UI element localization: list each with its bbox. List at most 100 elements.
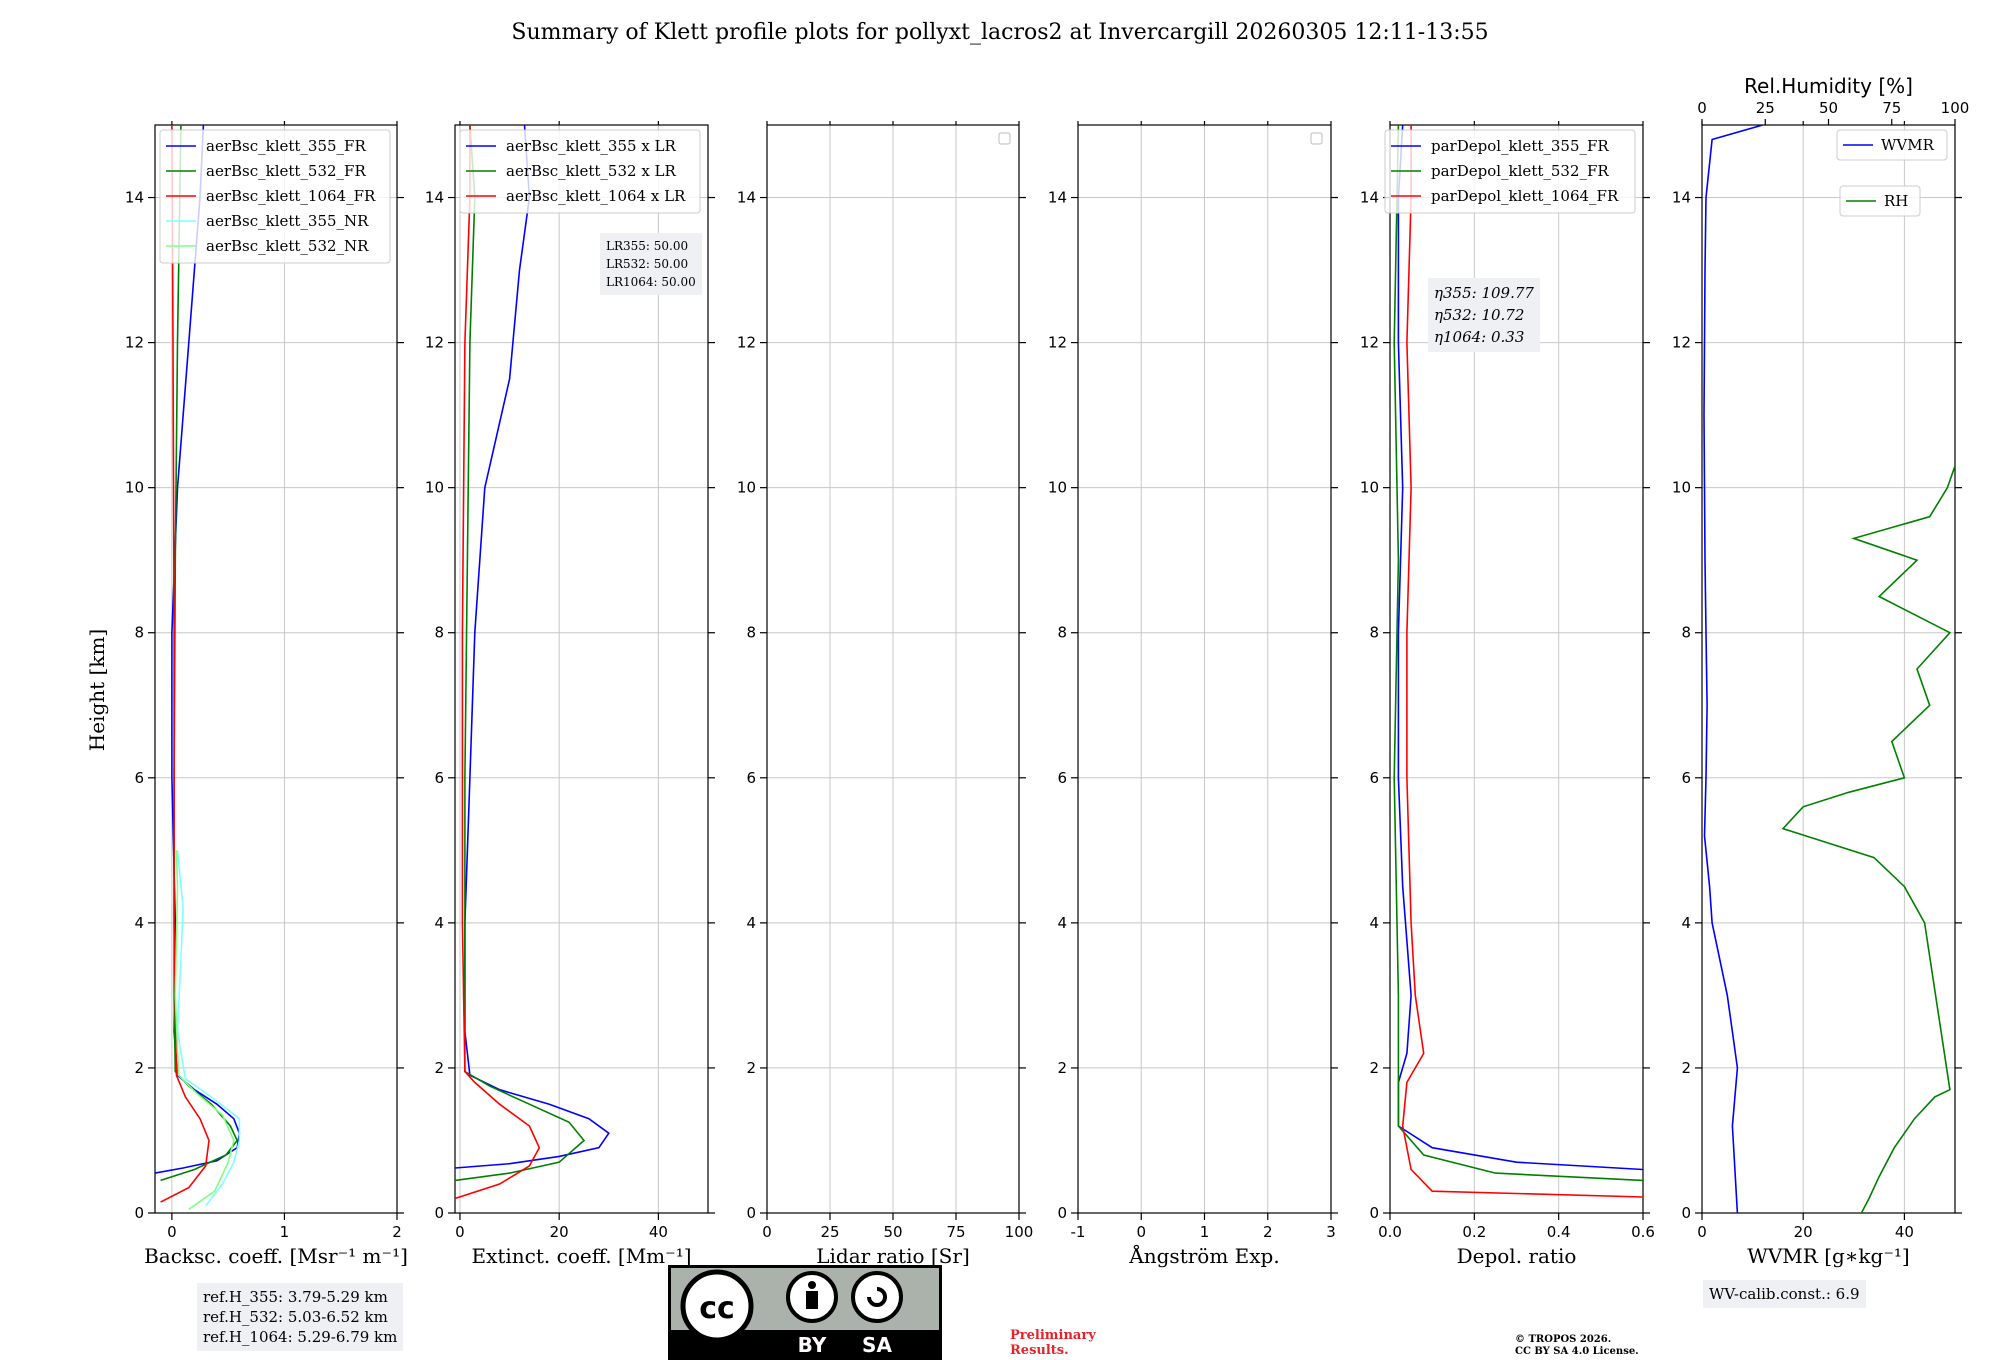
series-line-aerBsc_klett_1064_FR (160, 125, 210, 1203)
y-tick-label: 2 (134, 1059, 144, 1077)
x-tick-label: 0 (762, 1223, 772, 1241)
x-tick-label: 1 (280, 1223, 290, 1241)
copyright-line-1: © TROPOS 2026. (1515, 1334, 1612, 1345)
eta-355: η355: 109.77 (1434, 284, 1534, 302)
top-x-axis-label: Rel.Humidity [%] (1744, 74, 1913, 98)
y-tick-label: 12 (1360, 334, 1379, 352)
x-axis-label: Backsc. coeff. [Msr⁻¹ m⁻¹] (144, 1244, 408, 1268)
series-line-parDepol_klett_355_FR (1397, 125, 1643, 1171)
y-tick-label: 0 (134, 1204, 144, 1222)
wv-calib-box: WV-calib.const.: 6.9 (1703, 1280, 1866, 1308)
y-tick-label: 12 (1048, 334, 1067, 352)
x-axis-label: Lidar ratio [Sr] (816, 1244, 970, 1268)
x-tick-label: 100 (1005, 1223, 1034, 1241)
y-tick-label: 8 (1057, 624, 1067, 642)
series-line-parDepol_klett_532_FR (1393, 125, 1643, 1182)
y-tick-label: 2 (434, 1059, 444, 1077)
y-tick-label: 6 (1369, 769, 1379, 787)
y-tick-label: 0 (746, 1204, 756, 1222)
series-line-aerBsc_klett_355_FR (155, 125, 241, 1174)
y-tick-label: 10 (425, 479, 444, 497)
sa-label: SA (862, 1333, 892, 1357)
y-tick-label: 12 (1672, 334, 1691, 352)
y-tick-label: 4 (1057, 914, 1067, 932)
y-tick-label: 10 (1360, 479, 1379, 497)
empty-legend-marker (998, 132, 1011, 145)
y-tick-label: 4 (746, 914, 756, 932)
y-tick-label: 2 (1057, 1059, 1067, 1077)
y-tick-label: 6 (434, 769, 444, 787)
y-tick-label: 14 (125, 189, 144, 207)
panel-lr: 0 2 4 6 8 10 12 14 0 25 50 75 100 Lidar ratio [Sr] (737, 121, 1033, 1268)
preliminary-note: Preliminary Results. (1010, 1328, 1096, 1358)
x-axis-label: WVMR [g∗kg⁻¹] (1747, 1244, 1909, 1268)
legend-box (459, 129, 701, 214)
legend-label: parDepol_klett_1064_FR (1431, 187, 1619, 205)
figure-title: Summary of Klett profile plots for polly… (511, 20, 1489, 45)
y-tick-label: 4 (1681, 914, 1691, 932)
y-tick-label: 4 (434, 914, 444, 932)
y-tick-label: 10 (125, 479, 144, 497)
y-tick-label: 0 (1681, 1204, 1691, 1222)
y-tick-label: 8 (134, 624, 144, 642)
x-tick-label: 1 (1200, 1223, 1210, 1241)
y-tick-label: 6 (1681, 769, 1691, 787)
panel-dep: 0 2 4 6 8 10 12 14 0.0 0.2 0.4 0.6 Depol. ratio parDe… (1360, 121, 1655, 1268)
x-tick-label: 40 (1895, 1223, 1914, 1241)
y-tick-label: 10 (1048, 479, 1067, 497)
top-x-tick-label: 75 (1882, 99, 1901, 117)
y-tick-label: 2 (746, 1059, 756, 1077)
y-tick-label: 8 (1681, 624, 1691, 642)
cc-icon: cc (699, 1291, 735, 1326)
panel-ext: 0 2 4 6 8 10 12 14 0 20 40 Extinct. coeff. [Mm⁻¹] ae… (425, 121, 715, 1268)
legend-label: aerBsc_klett_532 x LR (506, 162, 677, 180)
series-line-aerBsc_klett_532_NR (174, 850, 235, 1211)
y-tick-label: 14 (1360, 189, 1379, 207)
x-tick-label: 0.2 (1462, 1223, 1486, 1241)
x-tick-label: -1 (1071, 1223, 1086, 1241)
cc-license-badge: cc BY SA (668, 1265, 942, 1360)
legend-box (1839, 185, 1921, 217)
panel-wv: 0 2 4 6 8 10 12 14 0 20 40 WVMR [g∗kg⁻¹] 0 25 50 75 100 R… (1672, 74, 1969, 1268)
x-tick-label: 2 (392, 1223, 402, 1241)
x-tick-label: 20 (550, 1223, 569, 1241)
y-tick-label: 4 (1369, 914, 1379, 932)
series-line-WVMR (1703, 125, 1763, 1213)
x-tick-label: 0.0 (1378, 1223, 1402, 1241)
y-tick-label: 6 (746, 769, 756, 787)
copyright-note: © TROPOS 2026. CC BY SA 4.0 License. (1515, 1334, 1639, 1358)
x-axis-label: Ångström Exp. (1128, 1243, 1279, 1268)
top-x-tick-label: 25 (1756, 99, 1775, 117)
ref-height-1064: ref.H_1064: 5.29-6.79 km (203, 1328, 398, 1346)
top-x-tick-label: 100 (1941, 99, 1970, 117)
y-tick-label: 14 (1672, 189, 1691, 207)
y-tick-label: 0 (1057, 1204, 1067, 1222)
x-tick-label: 0 (167, 1223, 177, 1241)
y-tick-label: 4 (134, 914, 144, 932)
by-label: BY (798, 1333, 827, 1357)
preliminary-line-1: Preliminary (1010, 1328, 1096, 1343)
x-tick-label: 0 (1136, 1223, 1146, 1241)
x-tick-label: 2 (1263, 1223, 1273, 1241)
legend-box (159, 129, 391, 264)
x-tick-label: 50 (883, 1223, 902, 1241)
x-tick-label: 20 (1794, 1223, 1813, 1241)
copyright-line-2: CC BY SA 4.0 License. (1515, 1346, 1639, 1357)
legend-label: aerBsc_klett_355_FR (206, 137, 366, 155)
x-axis-label: Extinct. coeff. [Mm⁻¹] (471, 1244, 691, 1268)
y-tick-label: 12 (425, 334, 444, 352)
empty-legend-marker (1310, 132, 1323, 145)
legend-box (1836, 129, 1948, 161)
lr-1064: LR1064: 50.00 (606, 275, 696, 289)
preliminary-line-2: Results. (1010, 1343, 1069, 1358)
x-axis-label: Depol. ratio (1457, 1244, 1577, 1268)
y-tick-label: 6 (134, 769, 144, 787)
series-line-aerBsc_klett_1064 x LR (455, 125, 541, 1200)
y-tick-label: 0 (434, 1204, 444, 1222)
y-tick-label: 8 (1369, 624, 1379, 642)
series-line-RH (1781, 465, 1955, 1213)
x-tick-label: 40 (649, 1223, 668, 1241)
